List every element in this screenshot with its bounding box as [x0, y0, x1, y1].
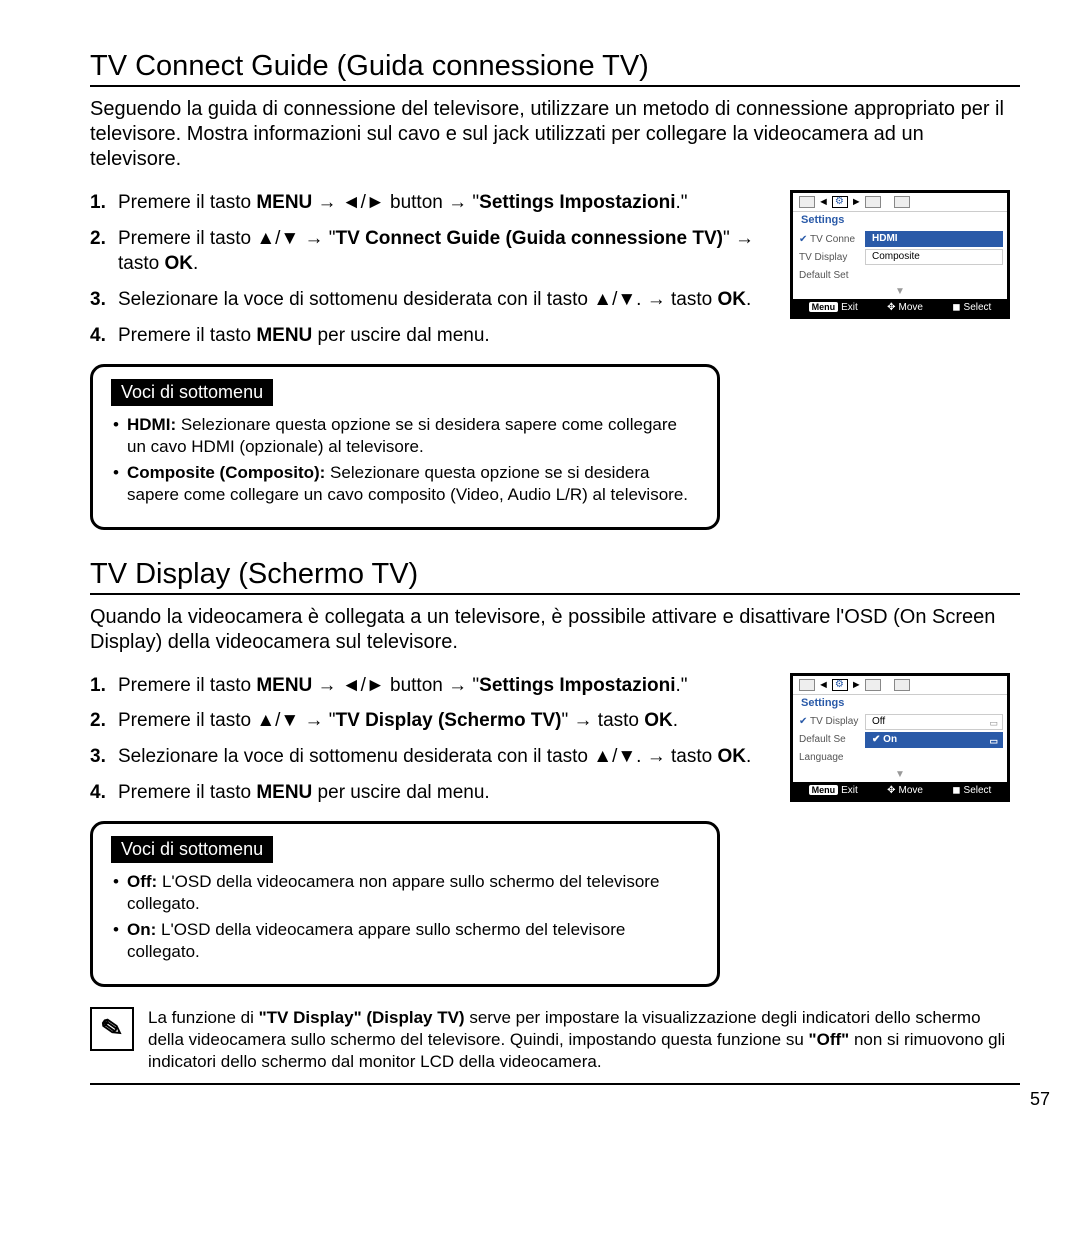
osd-footer: MenuExit ✥Move ◼Select	[793, 782, 1007, 799]
osd-footer: MenuExit ✥Move ◼Select	[793, 299, 1007, 316]
osd-title: Settings	[793, 212, 1007, 230]
section2-submenu-box: Voci di sottomenu Off: L'OSD della video…	[90, 821, 720, 986]
section1-submenu-box: Voci di sottomenu HDMI: Selezionare ques…	[90, 364, 720, 529]
step: Premere il tasto MENU → ◄/► button → "Se…	[90, 673, 766, 699]
submenu-item: On: L'OSD della videocamera appare sullo…	[113, 919, 697, 963]
section1-intro: Seguendo la guida di connessione del tel…	[90, 97, 1020, 172]
section1-title: TV Connect Guide (Guida connessione TV)	[90, 50, 1020, 87]
note-text: La funzione di "TV Display" (Display TV)…	[148, 1007, 1020, 1073]
step: Selezionare la voce di sottomenu desider…	[90, 744, 766, 770]
box-title: Voci di sottomenu	[111, 379, 273, 406]
section2-title: TV Display (Schermo TV)	[90, 558, 1020, 595]
note-icon	[90, 1007, 134, 1051]
osd-screen-2: ◄► Settings TV DisplayOff▭ Default SeOn▭…	[790, 673, 1010, 802]
submenu-item: HDMI: Selezionare questa opzione se si d…	[113, 414, 697, 458]
step: Premere il tasto MENU per uscire dal men…	[90, 323, 766, 349]
step: Selezionare la voce di sottomenu desider…	[90, 287, 766, 313]
section1-steps: Premere il tasto MENU → ◄/► button → "Se…	[90, 190, 766, 348]
osd-screen-1: ◄► Settings TV ConneHDMI TV DisplayCompo…	[790, 190, 1010, 319]
submenu-item: Off: L'OSD della videocamera non appare …	[113, 871, 697, 915]
submenu-item: Composite (Composito): Selezionare quest…	[113, 462, 697, 506]
section2-intro: Quando la videocamera è collegata a un t…	[90, 605, 1020, 655]
page-number: 57	[1030, 1089, 1050, 1110]
step: Premere il tasto ▲/▼ → "TV Display (Sche…	[90, 708, 766, 734]
step: Premere il tasto ▲/▼ → "TV Connect Guide…	[90, 226, 766, 277]
section2-steps: Premere il tasto MENU → ◄/► button → "Se…	[90, 673, 766, 806]
step: Premere il tasto MENU → ◄/► button → "Se…	[90, 190, 766, 216]
osd-title: Settings	[793, 695, 1007, 713]
step: Premere il tasto MENU per uscire dal men…	[90, 780, 766, 806]
note-row: La funzione di "TV Display" (Display TV)…	[90, 1007, 1020, 1085]
box-title: Voci di sottomenu	[111, 836, 273, 863]
